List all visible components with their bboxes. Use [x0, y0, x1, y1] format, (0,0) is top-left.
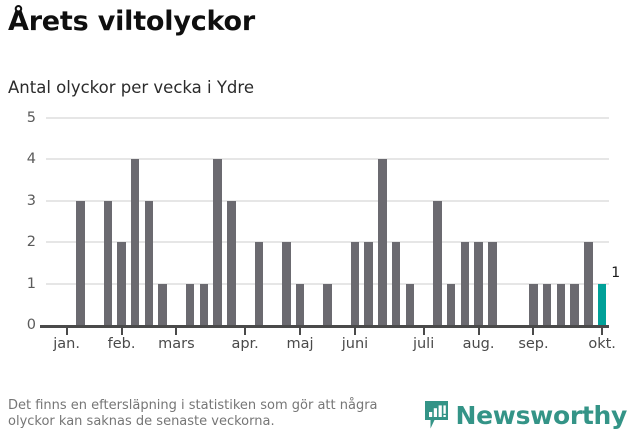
- bar[interactable]: [282, 242, 291, 325]
- bar[interactable]: [405, 283, 415, 325]
- bar[interactable]: [295, 283, 305, 325]
- bar[interactable]: [103, 200, 113, 325]
- gridline: [46, 117, 609, 119]
- bar[interactable]: [254, 242, 264, 325]
- x-axis-tick: [244, 328, 247, 335]
- bar[interactable]: [185, 283, 195, 325]
- brand-name: Newsworthy: [455, 400, 628, 430]
- bar[interactable]: [144, 200, 154, 325]
- y-axis-tick-label: 3: [26, 192, 36, 209]
- x-axis-tick: [175, 328, 178, 335]
- page-title: Årets viltolyckor: [8, 6, 256, 37]
- x-axis-tick: [120, 328, 123, 335]
- newsworthy-logo[interactable]: Newsworthy: [424, 398, 628, 432]
- bar[interactable]: [460, 242, 470, 325]
- x-axis-line: [40, 325, 609, 328]
- bar-chart: 0 1 2 3 4 5 1 jan. feb. mars apr. maj juni juli aug.…: [0, 111, 631, 352]
- x-axis-tick-label: apr.: [231, 336, 259, 352]
- bar[interactable]: [597, 283, 607, 325]
- x-axis-tick: [422, 328, 425, 335]
- x-axis-tick: [477, 328, 480, 335]
- bar[interactable]: [323, 283, 332, 325]
- bar[interactable]: [556, 283, 566, 325]
- bar[interactable]: [391, 242, 401, 325]
- x-axis-tick-label: okt.: [588, 336, 616, 352]
- x-axis-tick: [65, 328, 68, 335]
- bar[interactable]: [350, 242, 360, 325]
- bar-value-label: 1: [611, 264, 621, 281]
- bar[interactable]: [199, 283, 209, 325]
- y-axis-tick-label: 2: [26, 233, 36, 250]
- bar[interactable]: [378, 159, 387, 325]
- y-axis-tick-label: 0: [26, 316, 36, 333]
- x-axis-tick: [532, 328, 535, 335]
- x-axis-tick: [353, 328, 356, 335]
- bar[interactable]: [474, 242, 483, 325]
- bar[interactable]: [542, 283, 552, 325]
- bar[interactable]: [529, 283, 538, 325]
- bar[interactable]: [76, 200, 85, 325]
- bar[interactable]: [584, 242, 593, 325]
- y-axis-tick-label: 1: [26, 275, 36, 292]
- bar[interactable]: [364, 242, 373, 325]
- footnote: Det finns en eftersläpning i statistiken…: [8, 398, 438, 430]
- bar[interactable]: [158, 283, 167, 325]
- x-axis-tick-label: juni: [341, 336, 369, 352]
- footnote-line-1: Det finns en eftersläpning i statistiken…: [8, 398, 378, 413]
- chart-bubble-icon: [424, 400, 449, 430]
- gridline: [46, 241, 609, 244]
- gridline: [46, 199, 609, 202]
- x-axis-tick: [601, 328, 604, 335]
- x-axis-tick-label: maj: [286, 336, 314, 352]
- chart-footer: Det finns en eftersläpning i statistiken…: [0, 392, 631, 439]
- y-axis-labels: 0 1 2 3 4 5: [0, 111, 36, 332]
- x-axis-tick-label: jan.: [53, 336, 80, 352]
- x-axis-tick-label: feb.: [107, 336, 136, 352]
- footnote-line-2: olyckor kan saknas de senaste veckorna.: [8, 414, 275, 429]
- bar[interactable]: [433, 200, 442, 325]
- bar[interactable]: [570, 283, 579, 325]
- gridline: [46, 282, 609, 285]
- x-axis-tick-label: mars: [158, 336, 195, 352]
- bar-series: 1: [46, 118, 620, 325]
- x-axis-tick-label: sep.: [518, 336, 549, 352]
- x-axis-tick: [299, 328, 302, 335]
- x-axis-ticks: [46, 328, 609, 336]
- bar[interactable]: [446, 283, 456, 325]
- gridline: [46, 158, 609, 161]
- y-axis-tick-label: 5: [26, 109, 36, 126]
- bar[interactable]: [213, 159, 222, 325]
- x-axis-tick-label: aug.: [462, 336, 495, 352]
- bar[interactable]: [117, 242, 126, 325]
- y-axis-tick-label: 4: [26, 151, 36, 168]
- gridlines: [46, 117, 609, 325]
- bar[interactable]: [488, 242, 497, 325]
- x-axis-tick-label: juli: [412, 336, 435, 352]
- bar[interactable]: [227, 200, 236, 325]
- x-axis-labels: jan. feb. mars apr. maj juni juli aug. sep. okt.: [46, 336, 616, 360]
- page-subtitle: Antal olyckor per vecka i Ydre: [8, 78, 254, 97]
- bar[interactable]: [130, 159, 140, 325]
